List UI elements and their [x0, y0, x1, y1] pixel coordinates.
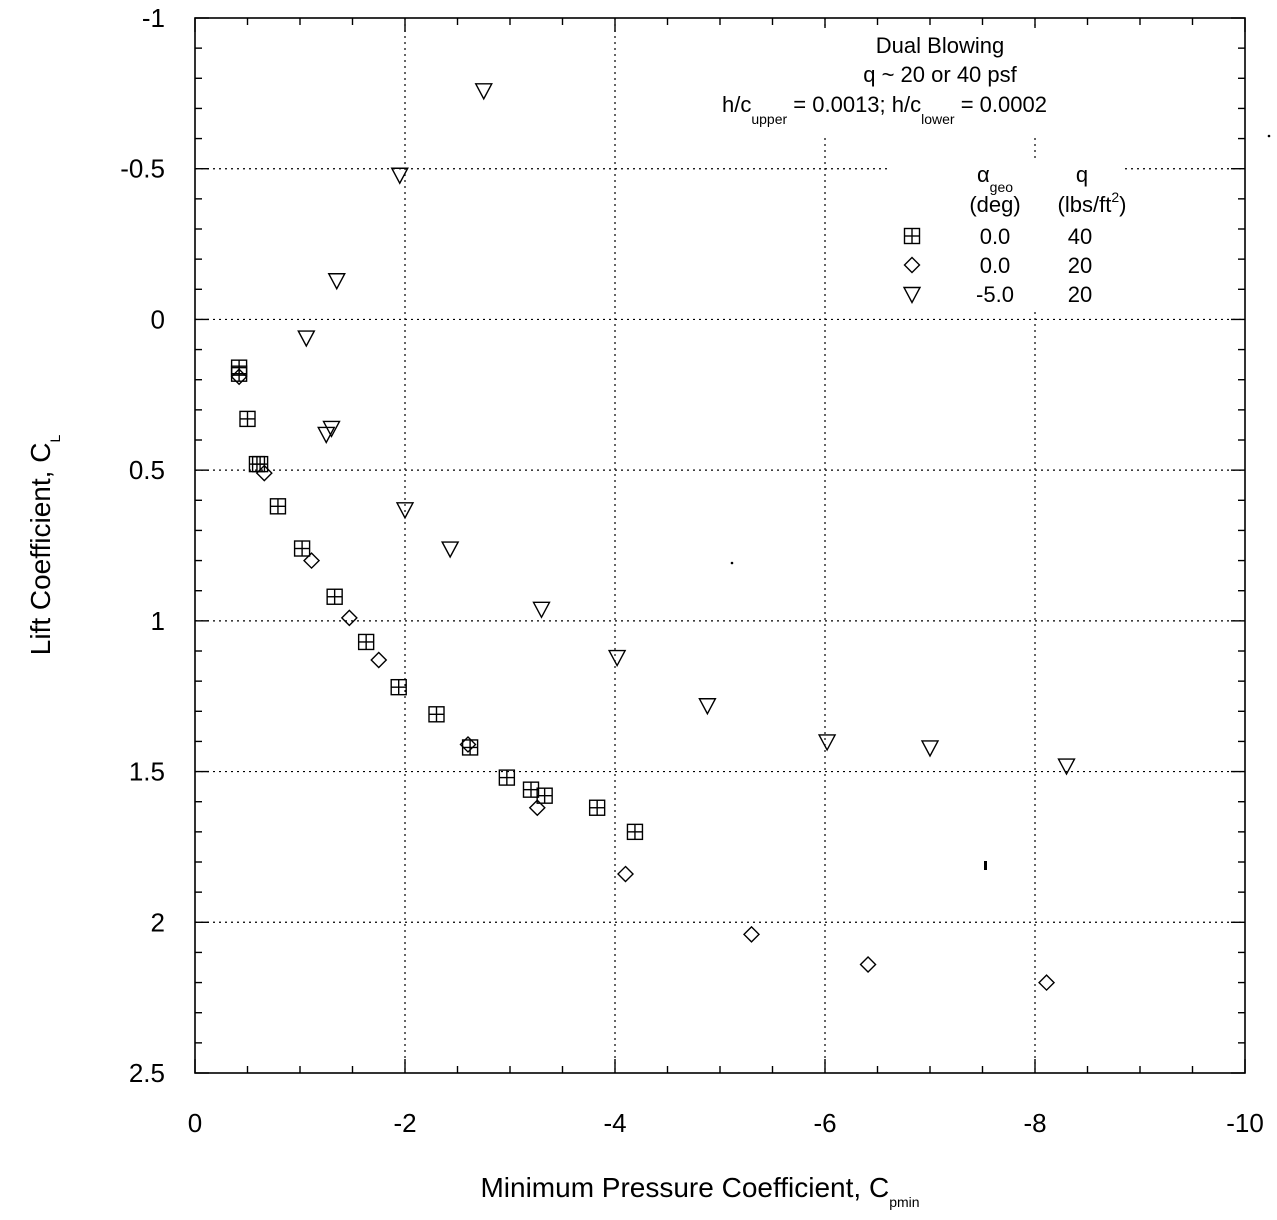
y-tick-label: -0.5	[120, 154, 165, 184]
annotation-line-2: q ~ 20 or 40 psf	[863, 62, 1017, 87]
triangle-down-point	[1057, 758, 1076, 776]
legend-alpha-value: -5.0	[976, 282, 1014, 307]
scan-speck	[730, 561, 734, 565]
triangle-down-point	[322, 420, 341, 438]
triangle-down-point	[817, 734, 837, 752]
y-tick-label: 2	[151, 907, 165, 937]
y-tick-label: 1	[151, 606, 165, 636]
x-tick-label: -4	[603, 1108, 626, 1138]
x-tick-label: -6	[813, 1108, 836, 1138]
triangle-down-point	[395, 502, 415, 520]
y-axis-title: Lift Coefficient, CL	[25, 435, 63, 656]
y-tick-label: 0	[151, 304, 165, 334]
legend-col1-title: αgeo	[977, 162, 1013, 195]
legend-col1-units: (deg)	[969, 192, 1020, 217]
legend-col2-title: q	[1076, 162, 1088, 187]
annotation-line-3: h/cupper = 0.0013; h/clower = 0.0002	[722, 92, 1047, 127]
triangle-down-point	[698, 698, 717, 716]
y-tick-label: 1.5	[129, 757, 165, 787]
ticks	[194, 17, 1246, 1074]
x-axis-title: Minimum Pressure Coefficient, Cpmin	[480, 1172, 919, 1210]
triangle-down-point	[440, 541, 460, 559]
diamond-point	[859, 955, 877, 973]
diamond-point	[528, 799, 546, 817]
triangle-down-point	[327, 273, 346, 291]
legend-q-value: 40	[1068, 224, 1092, 249]
scan-speck	[1267, 134, 1271, 138]
triangle-down-point	[390, 167, 409, 185]
diamond-point	[617, 865, 634, 883]
legend-col2-units: (lbs/ft2)	[1058, 189, 1127, 217]
square-plus-point	[357, 633, 375, 651]
triangle-down-point	[607, 649, 627, 668]
x-tick-label: -10	[1226, 1108, 1264, 1138]
diamond-point	[340, 609, 358, 627]
diamond-point	[255, 464, 273, 482]
legend-diamond-marker	[903, 256, 921, 274]
data-points	[230, 83, 1076, 992]
y-tick-label: 2.5	[129, 1058, 165, 1088]
legend-square-plus-marker	[903, 227, 921, 245]
legend-background	[890, 160, 1122, 312]
triangle-down-point	[297, 330, 316, 348]
square-plus-point	[239, 410, 256, 428]
legend-alpha-value: 0.0	[980, 224, 1011, 249]
x-tick-label: -2	[393, 1108, 416, 1138]
square-plus-point	[326, 588, 343, 605]
legend-q-value: 20	[1068, 253, 1092, 278]
square-plus-point	[522, 781, 540, 798]
legend-q-value: 20	[1068, 282, 1092, 307]
scan-speck	[984, 861, 987, 870]
legend: αgeo q (deg) (lbs/ft2) 0.0 40 0.0 20 -5.0 20	[902, 162, 1127, 307]
diamond-point	[743, 925, 760, 943]
y-tick-label: 0.5	[129, 455, 165, 485]
diamond-point	[459, 735, 477, 753]
diamond-point	[230, 368, 248, 386]
diamond-point	[370, 651, 388, 669]
square-plus-point	[588, 799, 606, 816]
annotation-line-1: Dual Blowing	[876, 33, 1004, 58]
square-plus-point	[269, 498, 287, 515]
legend-alpha-value: 0.0	[980, 253, 1011, 278]
triangle-down-point	[920, 740, 940, 758]
square-plus-point	[390, 678, 407, 696]
square-plus-point	[536, 787, 553, 804]
diamond-point	[1038, 974, 1056, 992]
x-tick-label: 0	[188, 1108, 202, 1138]
x-tick-label: -8	[1023, 1108, 1046, 1138]
square-plus-point	[498, 769, 516, 786]
diamond-point	[303, 552, 321, 570]
square-plus-point	[461, 739, 479, 756]
square-plus-point	[428, 706, 445, 723]
square-plus-point	[626, 823, 644, 841]
legend-triangle-down-marker	[902, 286, 922, 304]
annotation-background	[702, 28, 1170, 138]
triangle-down-point	[474, 83, 493, 101]
square-plus-point	[293, 540, 311, 557]
tick-labels: 0 -2 -4 -6 -8 -10 -1 -0.5 0 0.5 1 1.5 2 2.5	[120, 3, 1264, 1138]
y-tick-label: -1	[142, 3, 165, 33]
triangle-down-point	[317, 426, 336, 444]
triangle-down-point	[532, 601, 551, 619]
